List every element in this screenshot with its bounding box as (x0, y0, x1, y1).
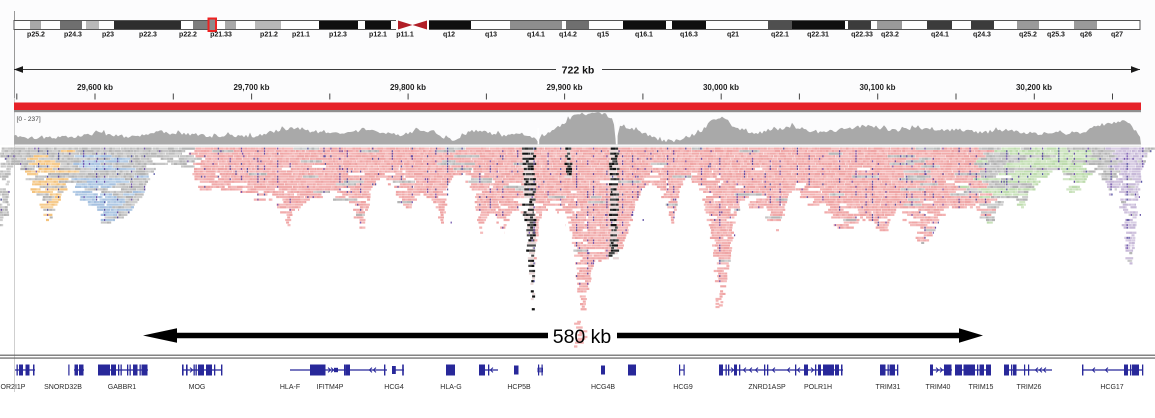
svg-text:30,200 kb: 30,200 kb (1016, 83, 1052, 92)
svg-text:q16.3: q16.3 (680, 32, 698, 39)
svg-text:POLR1H: POLR1H (804, 384, 832, 391)
svg-text:TRIM26: TRIM26 (1017, 384, 1042, 391)
svg-text:TRIM31: TRIM31 (876, 384, 901, 391)
svg-text:q22.31: q22.31 (807, 32, 829, 39)
svg-text:q13: q13 (485, 32, 497, 39)
svg-text:[0 - 237]: [0 - 237] (17, 116, 41, 123)
svg-text:p24.3: p24.3 (64, 32, 82, 39)
svg-text:HCP5B: HCP5B (507, 384, 531, 391)
svg-text:TRIM40: TRIM40 (926, 384, 951, 391)
svg-text:GABBR1: GABBR1 (108, 384, 137, 391)
svg-text:q14.2: q14.2 (559, 32, 577, 39)
svg-text:q21: q21 (727, 32, 739, 39)
svg-text:HLA-G: HLA-G (440, 384, 461, 391)
svg-text:q24.1: q24.1 (931, 32, 949, 39)
svg-text:IFITM4P: IFITM4P (317, 384, 344, 391)
svg-text:q24.3: q24.3 (973, 32, 991, 39)
svg-text:p12.1: p12.1 (369, 32, 387, 39)
svg-text:29,600 kb: 29,600 kb (77, 83, 113, 92)
svg-text:q22.1: q22.1 (771, 32, 789, 39)
svg-text:29,700 kb: 29,700 kb (233, 83, 269, 92)
svg-text:q15: q15 (597, 32, 609, 39)
svg-text:p11.1: p11.1 (396, 32, 414, 39)
svg-text:HCG17: HCG17 (1100, 384, 1123, 391)
svg-text:q14.1: q14.1 (527, 32, 545, 39)
svg-text:580 kb: 580 kb (553, 326, 612, 348)
svg-text:30,100 kb: 30,100 kb (859, 83, 895, 92)
svg-text:q27: q27 (1111, 32, 1123, 39)
svg-text:TRIM15: TRIM15 (969, 384, 994, 391)
svg-text:p22.2: p22.2 (179, 32, 197, 39)
svg-text:q22.33: q22.33 (851, 32, 873, 39)
svg-text:p23: p23 (102, 32, 114, 39)
svg-text:q12: q12 (443, 32, 455, 39)
svg-text:HCG4B: HCG4B (591, 384, 615, 391)
svg-text:p21.33: p21.33 (210, 32, 232, 39)
svg-text:q26: q26 (1080, 32, 1092, 39)
svg-text:OR2I1P: OR2I1P (1, 384, 26, 391)
svg-text:p25.2: p25.2 (27, 32, 45, 39)
svg-text:q16.1: q16.1 (635, 32, 653, 39)
svg-text:q25.2: q25.2 (1019, 32, 1037, 39)
svg-text:p22.3: p22.3 (139, 32, 157, 39)
svg-text:30,000 kb: 30,000 kb (703, 83, 739, 92)
svg-text:29,800 kb: 29,800 kb (390, 83, 426, 92)
svg-text:29,900 kb: 29,900 kb (546, 83, 582, 92)
svg-text:SNORD32B: SNORD32B (44, 384, 82, 391)
svg-text:MOG: MOG (189, 384, 206, 391)
svg-text:p21.2: p21.2 (260, 32, 278, 39)
svg-text:p21.1: p21.1 (292, 32, 310, 39)
svg-text:q23.2: q23.2 (881, 32, 899, 39)
svg-text:p12.3: p12.3 (329, 32, 347, 39)
svg-text:HCG9: HCG9 (673, 384, 693, 391)
svg-text:HLA-F: HLA-F (280, 384, 300, 391)
svg-text:722 kb: 722 kb (562, 65, 595, 77)
svg-text:q25.3: q25.3 (1047, 32, 1065, 39)
svg-text:HCG4: HCG4 (384, 384, 404, 391)
svg-text:ZNRD1ASP: ZNRD1ASP (748, 384, 786, 391)
